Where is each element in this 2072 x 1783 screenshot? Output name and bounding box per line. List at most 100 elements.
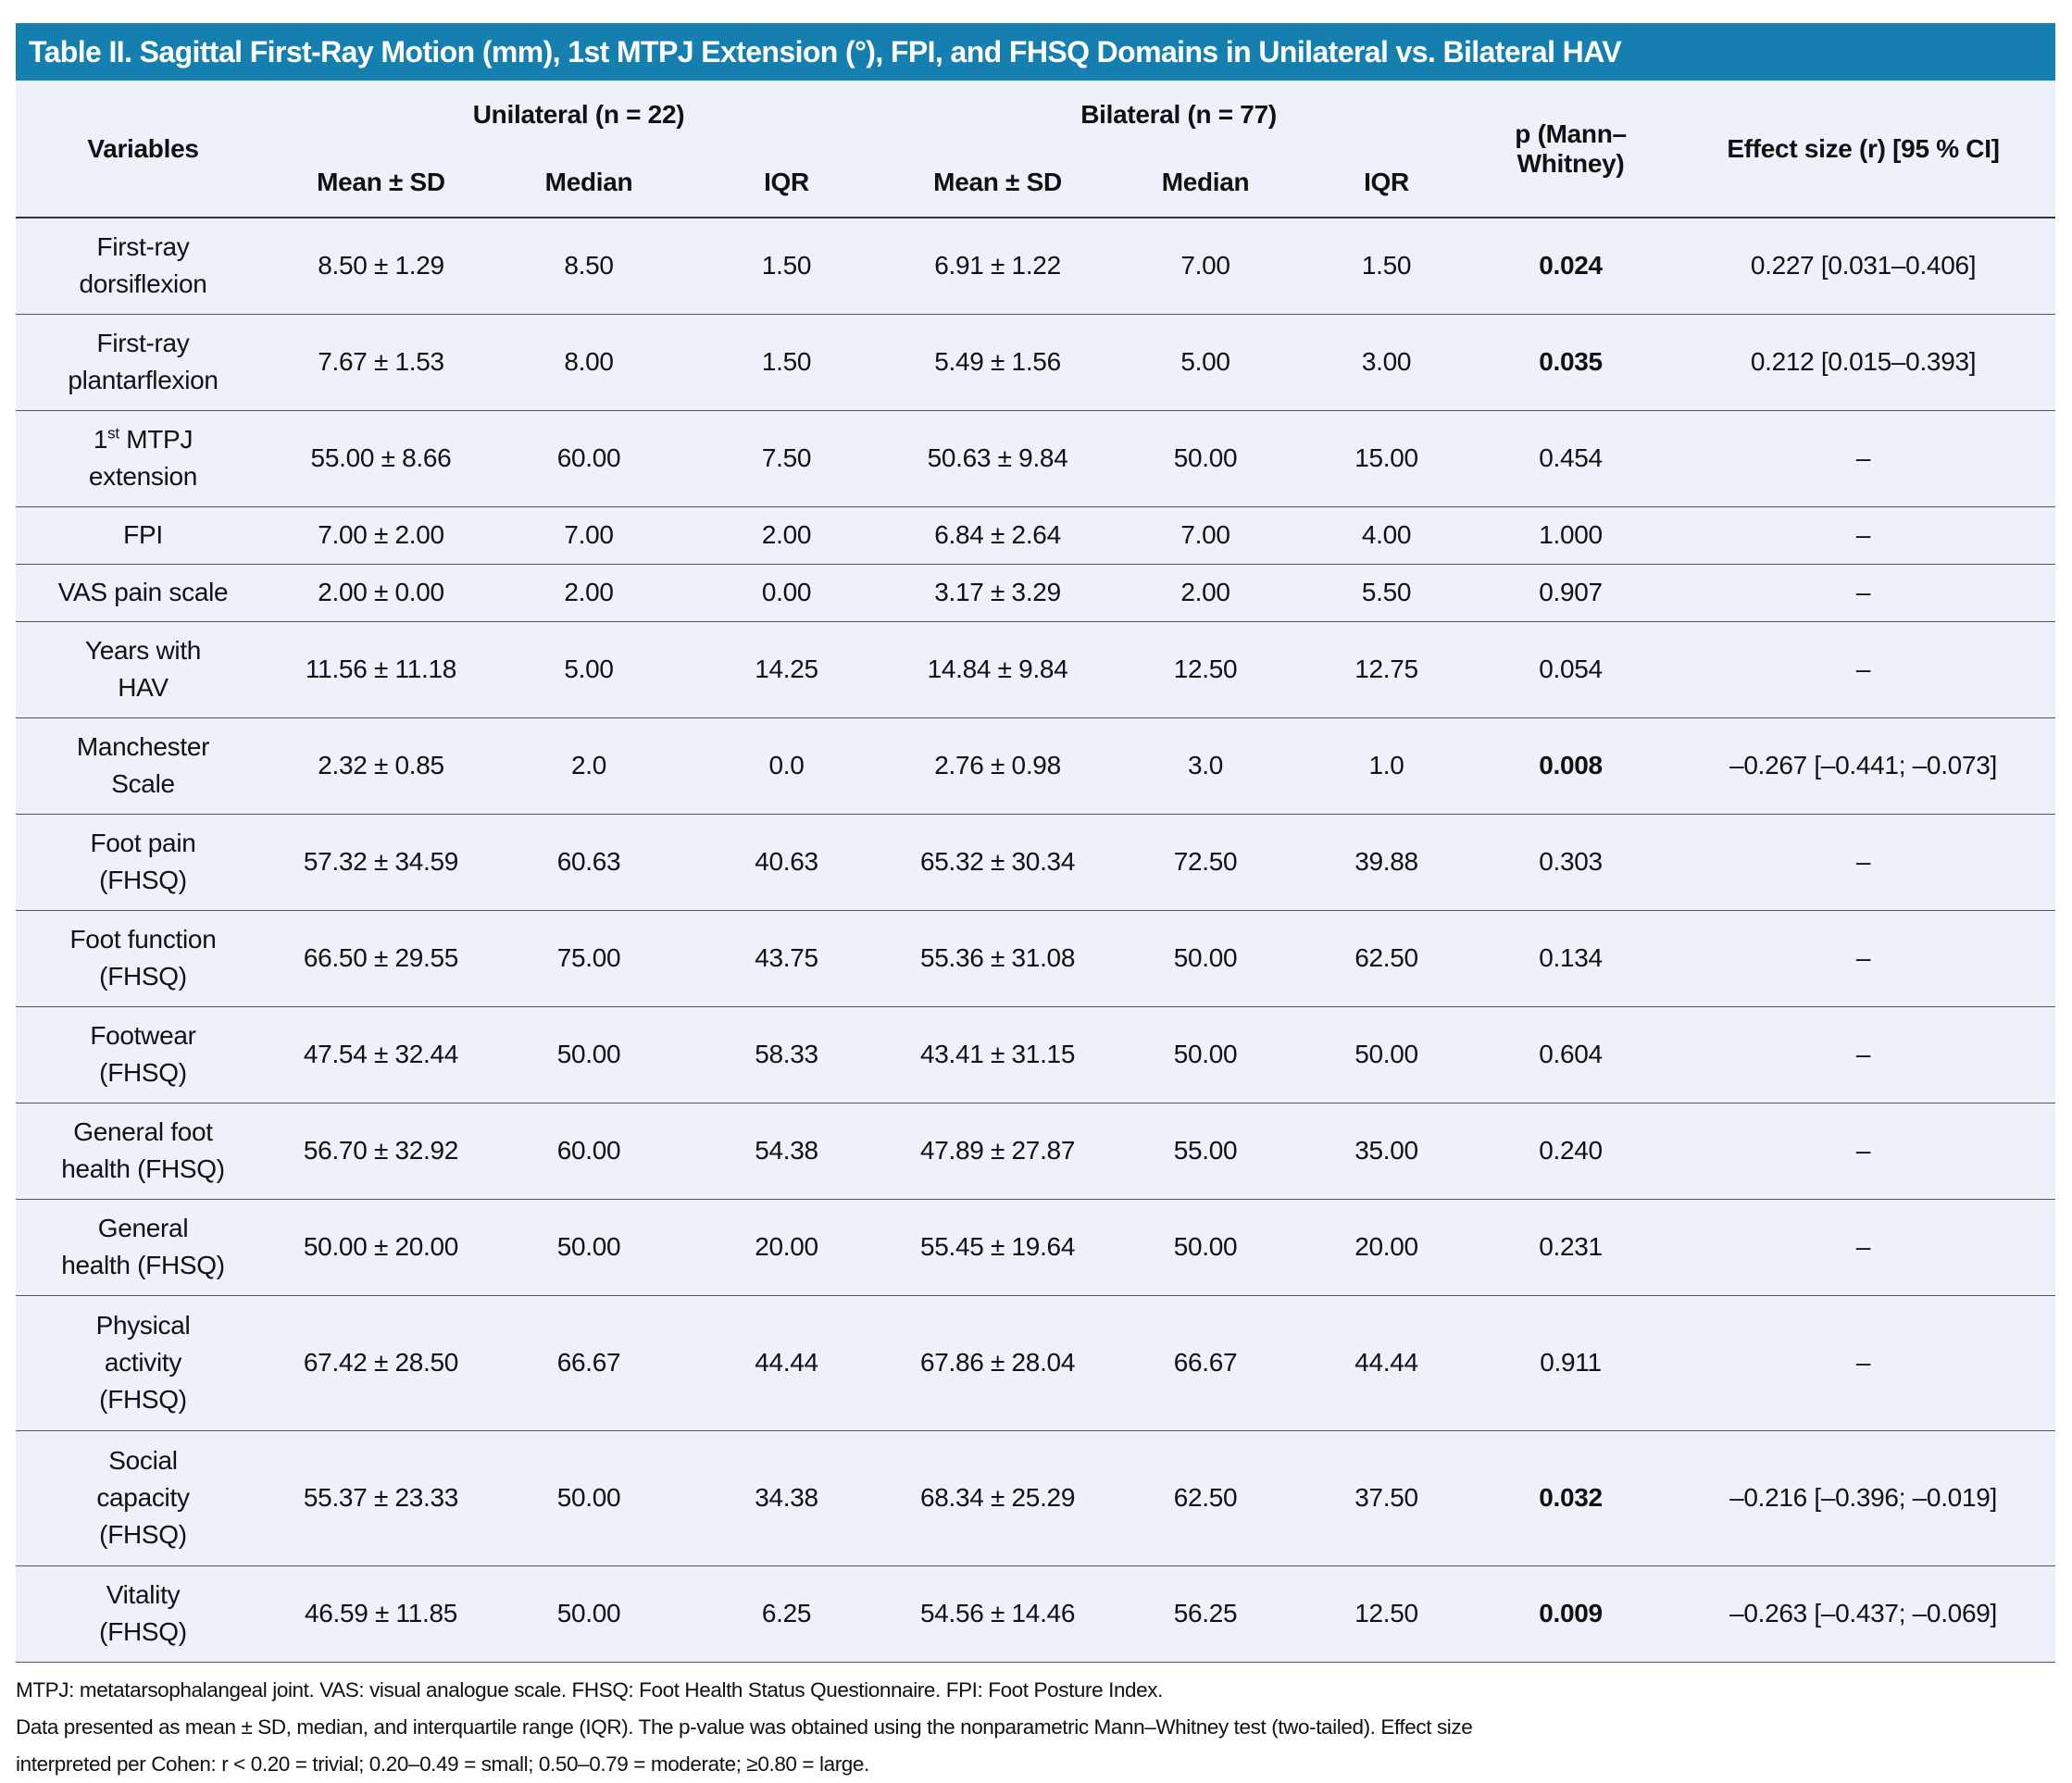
p-value: 0.907 xyxy=(1470,564,1672,622)
p-value: 0.008 xyxy=(1470,717,1672,815)
effect-size: –0.216 [–0.396; –0.019] xyxy=(1671,1430,2056,1566)
table-row: Manchester Scale 2.32 ± 0.85 2.0 0.0 2.76 ± 0… xyxy=(16,717,2056,815)
label-line: dorsiflexion xyxy=(79,269,207,299)
unilateral-iqr: 34.38 xyxy=(686,1430,888,1566)
bilateral-median: 7.00 xyxy=(1108,218,1304,315)
p-value: 1.000 xyxy=(1470,506,1672,565)
label-line: capacity xyxy=(96,1483,190,1512)
p-value: 0.240 xyxy=(1470,1103,1672,1200)
table-row: Vitality (FHSQ) 46.59 ± 11.85 50.00 6.25 54.5… xyxy=(16,1565,2056,1663)
unilateral-mean-sd: 67.42 ± 28.50 xyxy=(270,1295,492,1431)
effect-size: – xyxy=(1671,814,2056,911)
bilateral-mean-sd: 43.41 ± 31.15 xyxy=(887,1006,1109,1103)
effect-size: 0.212 [0.015–0.393] xyxy=(1671,314,2056,411)
unilateral-iqr: 2.00 xyxy=(686,506,888,565)
label-line: (FHSQ) xyxy=(99,1058,187,1087)
table-row: General health (FHSQ) 50.00 ± 20.00 50.00 20… xyxy=(16,1199,2056,1296)
unilateral-mean-sd: 8.50 ± 1.29 xyxy=(270,218,492,315)
unilateral-iqr: 20.00 xyxy=(686,1199,888,1296)
variable-label: General health (FHSQ) xyxy=(16,1199,270,1296)
unilateral-median: 7.00 xyxy=(492,506,686,565)
bilateral-iqr: 50.00 xyxy=(1303,1006,1471,1103)
table-title: Table II. Sagittal First-Ray Motion (mm)… xyxy=(16,23,2055,81)
p-value: 0.134 xyxy=(1470,910,1672,1007)
effect-size: – xyxy=(1671,1103,2056,1200)
bilateral-iqr: 62.50 xyxy=(1303,910,1471,1007)
bilateral-mean-sd: 55.36 ± 31.08 xyxy=(887,910,1109,1007)
unilateral-mean-sd: 47.54 ± 32.44 xyxy=(270,1006,492,1103)
unilateral-iqr: 54.38 xyxy=(686,1103,888,1200)
label-line: First-ray xyxy=(96,329,190,357)
bilateral-median: 50.00 xyxy=(1108,910,1304,1007)
table-row: First-ray dorsiflexion 8.50 ± 1.29 8.50 1.50… xyxy=(16,218,2056,315)
header-u-mean-sd: Mean ± SD xyxy=(270,148,492,218)
bilateral-iqr: 4.00 xyxy=(1303,506,1471,565)
bilateral-median: 72.50 xyxy=(1108,814,1304,911)
variable-label: First-ray dorsiflexion xyxy=(16,218,270,315)
label-line: Manchester xyxy=(76,732,210,761)
header-unilateral: Unilateral (n = 22) xyxy=(472,99,685,129)
table-row: Foot function (FHSQ) 66.50 ± 29.55 75.00 43.… xyxy=(16,910,2056,1007)
unilateral-mean-sd: 56.70 ± 32.92 xyxy=(270,1103,492,1200)
unilateral-median: 60.63 xyxy=(492,814,686,911)
bilateral-median: 3.0 xyxy=(1108,717,1304,815)
table-row: Social capacity (FHSQ) 55.37 ± 23.33 50.00 34… xyxy=(16,1430,2056,1566)
footnote-abbreviations: MTPJ: metatarsophalangeal joint. VAS: vi… xyxy=(16,1678,1163,1702)
variable-label: Foot function (FHSQ) xyxy=(16,910,270,1007)
bilateral-iqr: 12.50 xyxy=(1303,1565,1471,1663)
label-line: FPI xyxy=(123,520,163,549)
label-line: plantarflexion xyxy=(68,366,218,394)
label-line: HAV xyxy=(118,673,169,702)
variable-label: Foot pain (FHSQ) xyxy=(16,814,270,911)
unilateral-mean-sd: 66.50 ± 29.55 xyxy=(270,910,492,1007)
variable-label: 1st MTPJ extension xyxy=(16,410,270,507)
unilateral-iqr: 43.75 xyxy=(686,910,888,1007)
unilateral-mean-sd: 55.00 ± 8.66 xyxy=(270,410,492,507)
bilateral-mean-sd: 3.17 ± 3.29 xyxy=(887,564,1109,622)
bilateral-mean-sd: 2.76 ± 0.98 xyxy=(887,717,1109,815)
unilateral-median: 5.00 xyxy=(492,621,686,718)
bilateral-iqr: 5.50 xyxy=(1303,564,1471,622)
table-row: First-ray plantarflexion 7.67 ± 1.53 8.00 1.… xyxy=(16,314,2056,411)
effect-size: – xyxy=(1671,564,2056,622)
bilateral-median: 56.25 xyxy=(1108,1565,1304,1663)
label-line: VAS pain scale xyxy=(57,578,229,606)
unilateral-iqr: 6.25 xyxy=(686,1565,888,1663)
bilateral-median: 12.50 xyxy=(1108,621,1304,718)
label-line: Foot pain xyxy=(90,829,196,857)
bilateral-mean-sd: 47.89 ± 27.87 xyxy=(887,1103,1109,1200)
unilateral-mean-sd: 7.67 ± 1.53 xyxy=(270,314,492,411)
effect-size: – xyxy=(1671,910,2056,1007)
bilateral-mean-sd: 50.63 ± 9.84 xyxy=(887,410,1109,507)
unilateral-mean-sd: 2.00 ± 0.00 xyxy=(270,564,492,622)
label-line: health (FHSQ) xyxy=(61,1251,225,1279)
table-row: VAS pain scale 2.00 ± 0.00 2.00 0.00 3.17 ± … xyxy=(16,564,2056,622)
results-table: Variables Unilateral (n = 22) Bilateral … xyxy=(16,81,2056,1663)
label-line: Years with xyxy=(84,636,202,665)
unilateral-iqr: 0.0 xyxy=(686,717,888,815)
p-value: 0.303 xyxy=(1470,814,1672,911)
bilateral-mean-sd: 6.84 ± 2.64 xyxy=(887,506,1109,565)
p-value: 0.911 xyxy=(1470,1295,1672,1431)
p-value: 0.032 xyxy=(1470,1430,1672,1566)
header-u-iqr: IQR xyxy=(686,148,888,218)
unilateral-median: 2.00 xyxy=(492,564,686,622)
label-line: Scale xyxy=(111,769,175,798)
table-body: First-ray dorsiflexion 8.50 ± 1.29 8.50 1.50… xyxy=(16,218,2056,1663)
unilateral-iqr: 44.44 xyxy=(686,1295,888,1431)
header-u-median: Median xyxy=(492,148,686,218)
header-effect-size: Effect size (r) [95 % CI] xyxy=(1671,81,2056,218)
label-line: (FHSQ) xyxy=(99,1520,187,1549)
p-value: 0.009 xyxy=(1470,1565,1672,1663)
ordinal-suffix: st xyxy=(107,424,119,443)
unilateral-median: 8.50 xyxy=(492,218,686,315)
header-b-median: Median xyxy=(1108,148,1304,218)
unilateral-mean-sd: 11.56 ± 11.18 xyxy=(270,621,492,718)
bilateral-mean-sd: 65.32 ± 30.34 xyxy=(887,814,1109,911)
label-line: activity xyxy=(104,1348,182,1377)
bilateral-median: 7.00 xyxy=(1108,506,1304,565)
table-row: 1st MTPJ extension 55.00 ± 8.66 60.00 7.50 50… xyxy=(16,410,2056,507)
header-p-line1: p (Mann– xyxy=(1515,118,1627,148)
variable-label: General foot health (FHSQ) xyxy=(16,1103,270,1200)
unilateral-median: 75.00 xyxy=(492,910,686,1007)
